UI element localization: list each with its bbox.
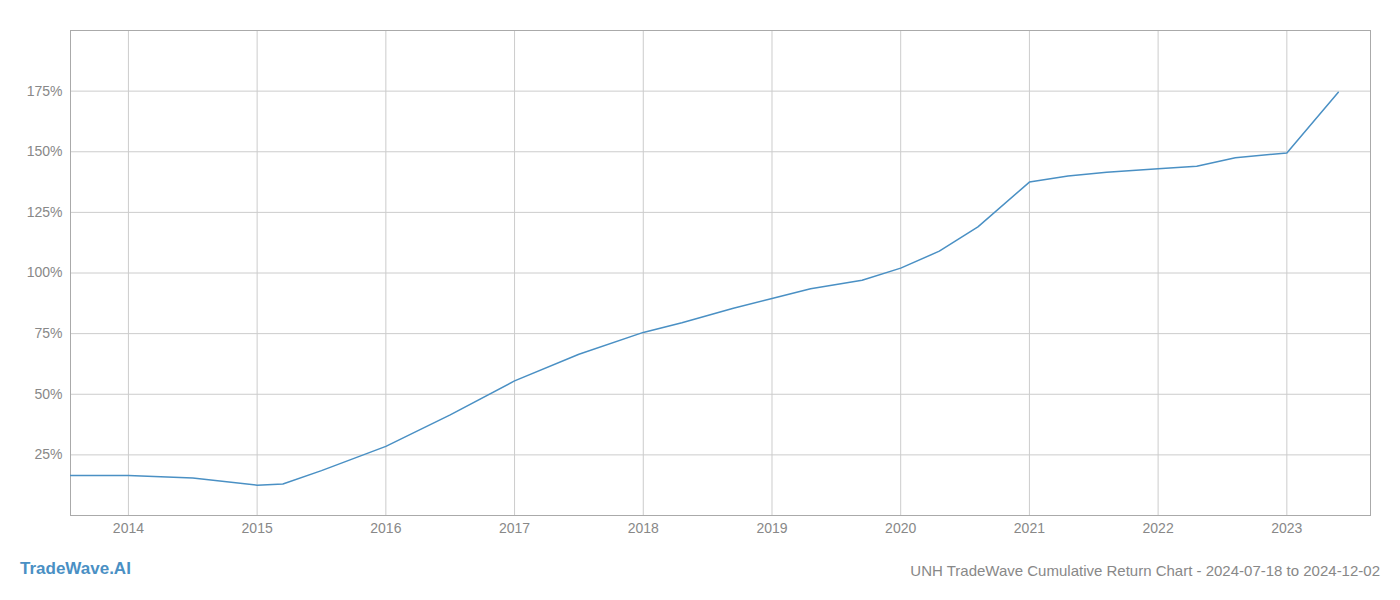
svg-text:125%: 125%: [27, 204, 63, 220]
svg-text:75%: 75%: [34, 325, 62, 341]
svg-text:100%: 100%: [27, 264, 63, 280]
svg-text:2021: 2021: [1014, 520, 1045, 536]
svg-text:50%: 50%: [34, 386, 62, 402]
svg-text:2016: 2016: [370, 520, 401, 536]
svg-text:2020: 2020: [885, 520, 916, 536]
html-text:TradeWave.AI: TradeWave.AI: [20, 559, 131, 578]
svg-text:2019: 2019: [756, 520, 787, 536]
svg-text:2015: 2015: [242, 520, 273, 536]
svg-text:2022: 2022: [1143, 520, 1174, 536]
html-text:UNH TradeWave Cumulative Retur: UNH TradeWave Cumulative Return Chart - …: [910, 562, 1380, 579]
svg-text:2018: 2018: [628, 520, 659, 536]
svg-text:25%: 25%: [34, 446, 62, 462]
svg-text:2023: 2023: [1271, 520, 1302, 536]
svg-text:150%: 150%: [27, 143, 63, 159]
svg-text:175%: 175%: [27, 83, 63, 99]
svg-text:2017: 2017: [499, 520, 530, 536]
svg-text:2014: 2014: [113, 520, 144, 536]
